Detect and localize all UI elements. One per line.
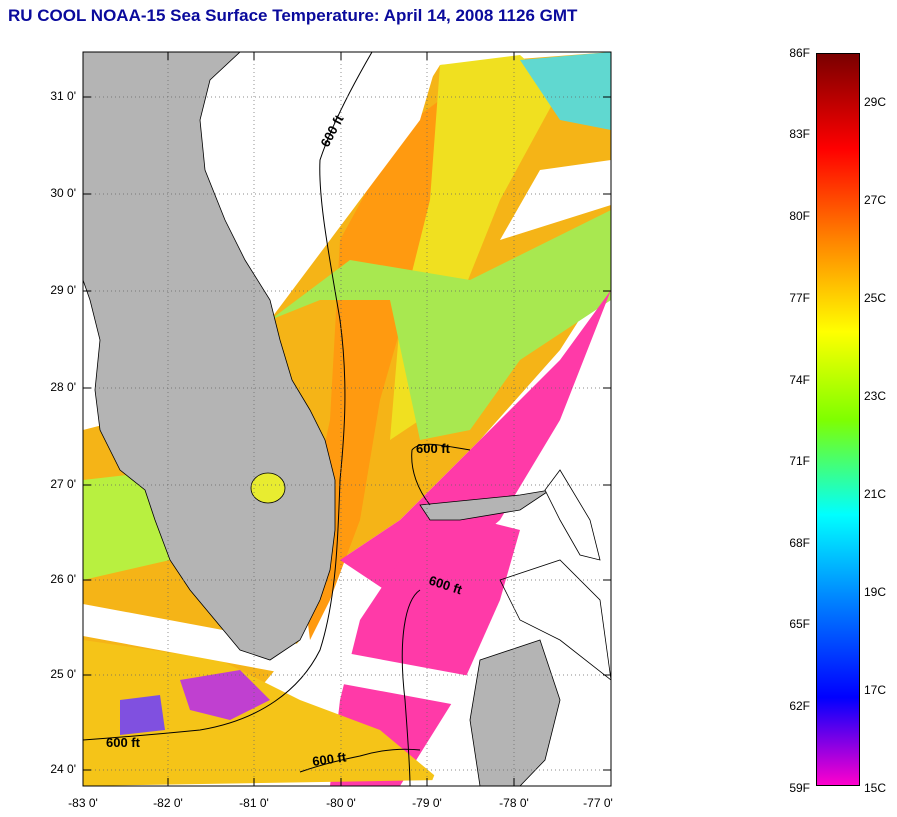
colorbar-c-27: 27C bbox=[864, 193, 887, 207]
lon-label-82: -82 0' bbox=[153, 796, 183, 810]
colorbar-f-83: 83F bbox=[789, 127, 810, 141]
frame-ticks bbox=[83, 52, 611, 786]
colorbar-c-21: 21C bbox=[864, 487, 887, 501]
lon-label-81: -81 0' bbox=[239, 796, 269, 810]
lat-label-27: 27 0' bbox=[50, 477, 76, 491]
graticule bbox=[83, 52, 611, 786]
lat-label-26: 26 0' bbox=[50, 572, 76, 586]
colorbar-c-15: 15C bbox=[864, 781, 887, 795]
colorbar-f-71: 71F bbox=[789, 454, 810, 468]
colorbar-f-86: 86F bbox=[789, 46, 810, 60]
colorbar-c-29: 29C bbox=[864, 95, 887, 109]
isobath-600ft-florida bbox=[83, 52, 373, 741]
colorbar-c-17: 17C bbox=[864, 683, 887, 697]
cold-water-pink-east bbox=[340, 290, 611, 600]
colorbar-f-80: 80F bbox=[789, 209, 810, 223]
contour-label-4: 600 ft bbox=[106, 735, 141, 750]
map-plot-area: 600 ft 600 ft 600 ft 600 ft 600 ft bbox=[83, 52, 611, 786]
lon-label-80: -80 0' bbox=[326, 796, 356, 810]
colorbar-f-59: 59F bbox=[789, 781, 810, 795]
colorbar-f-62: 62F bbox=[789, 699, 810, 713]
no-data-northeast bbox=[500, 160, 611, 240]
bahama-bank-outline bbox=[499, 559, 611, 681]
abaco-island bbox=[544, 469, 601, 561]
lake-okeechobee bbox=[250, 472, 286, 504]
sst-swath-yellow-keys bbox=[83, 640, 440, 786]
lat-label-24: 24 0' bbox=[50, 762, 76, 776]
map-frame bbox=[82, 51, 612, 787]
colorbar-c-19: 19C bbox=[864, 585, 887, 599]
contour-label-5: 600 ft bbox=[311, 749, 347, 769]
cold-water-pink-south bbox=[330, 520, 520, 786]
lon-label-77: -77 0' bbox=[583, 796, 613, 810]
sst-swath-cyan bbox=[520, 52, 611, 130]
temperature-colorbar bbox=[816, 53, 860, 786]
colorbar-f-68: 68F bbox=[789, 536, 810, 550]
colorbar-f-74: 74F bbox=[789, 373, 810, 387]
sst-purple-patch-2 bbox=[120, 695, 165, 735]
lat-label-30: 30 0' bbox=[50, 186, 76, 200]
lat-label-31: 31 0' bbox=[50, 89, 76, 103]
lat-label-29: 29 0' bbox=[50, 283, 76, 297]
florida-land bbox=[83, 52, 336, 661]
sst-purple-patch bbox=[180, 670, 270, 720]
contour-label-2: 600 ft bbox=[416, 441, 451, 456]
lon-label-79: -79 0' bbox=[412, 796, 442, 810]
isobath-600ft-south bbox=[299, 748, 421, 773]
colorbar-f-65: 65F bbox=[789, 617, 810, 631]
colorbar-c-23: 23C bbox=[864, 389, 887, 403]
lon-label-78: -78 0' bbox=[499, 796, 529, 810]
grand-bahama bbox=[419, 489, 551, 521]
colorbar-c-25: 25C bbox=[864, 291, 887, 305]
sst-swath-green-east bbox=[270, 210, 611, 440]
map-title: RU COOL NOAA-15 Sea Surface Temperature:… bbox=[8, 6, 578, 25]
andros-island bbox=[469, 639, 561, 786]
isobath-600ft-bahamas bbox=[401, 443, 471, 786]
colorbar-f-77: 77F bbox=[789, 291, 810, 305]
no-data-east bbox=[430, 300, 611, 786]
lat-label-25: 25 0' bbox=[50, 667, 76, 681]
lon-label-83: -83 0' bbox=[68, 796, 98, 810]
lat-label-28: 28 0' bbox=[50, 380, 76, 394]
